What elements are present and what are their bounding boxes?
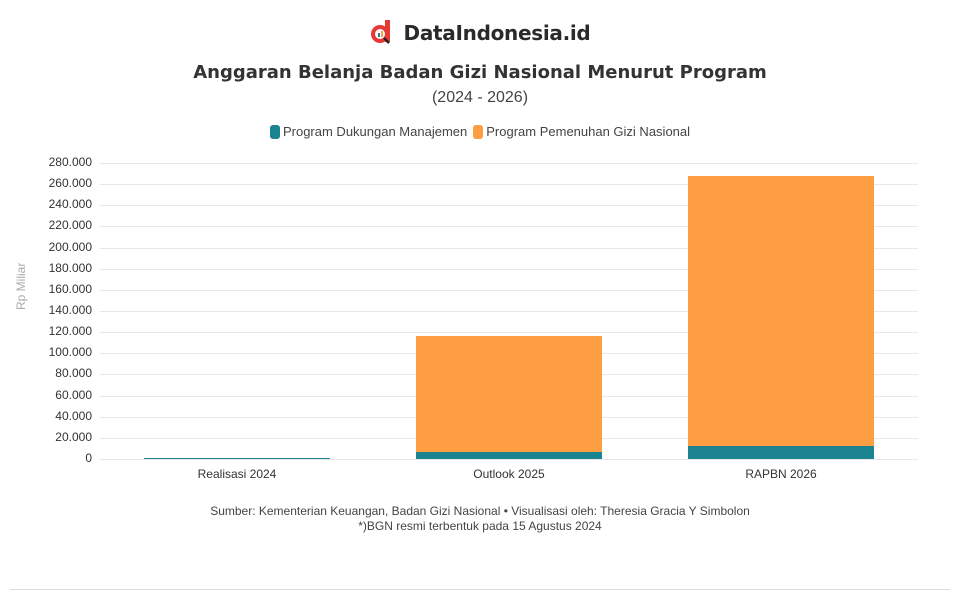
- bar-segment[interactable]: [688, 176, 874, 446]
- gridline: [100, 184, 918, 186]
- y-tick-label: 60.000: [55, 387, 92, 402]
- legend: Program Dukungan Manajemen Program Pemen…: [0, 124, 960, 139]
- source-note: Sumber: Kementerian Keuangan, Badan Gizi…: [210, 504, 750, 518]
- plot-area: 0 20.000 40.000 60.000 80.000 100.000 120.000 1…: [49, 155, 918, 465]
- x-tick-label: Outlook 2025: [473, 467, 545, 481]
- y-tick-label: 160.000: [48, 281, 92, 296]
- gridline: [100, 247, 918, 249]
- bar-segment[interactable]: [688, 446, 874, 459]
- gridline: [100, 459, 918, 460]
- y-tick-label: 120.000: [48, 324, 92, 339]
- bar-segment[interactable]: [144, 458, 330, 459]
- bar-rapbn-2026[interactable]: [688, 163, 874, 459]
- gridline: [100, 289, 918, 291]
- brand-name: DataIndonesia.id: [403, 21, 591, 45]
- y-tick-label: 220.000: [48, 218, 92, 233]
- x-tick-label: Realisasi 2024: [197, 467, 277, 481]
- y-tick-label: 40.000: [55, 408, 92, 423]
- y-tick-label: 280.000: [48, 155, 92, 169]
- y-tick-label: 200.000: [48, 239, 92, 254]
- legend-label: Program Pemenuhan Gizi Nasional: [486, 124, 691, 139]
- bar-outlook-2025[interactable]: [416, 163, 602, 459]
- x-tick-label: RAPBN 2026: [745, 467, 817, 481]
- divider: [10, 589, 950, 590]
- gridline: [100, 268, 918, 270]
- footer: Sumber: Kementerian Keuangan, Badan Gizi…: [0, 504, 960, 534]
- y-tick-label: 20.000: [55, 429, 92, 444]
- legend-item-pemenuhan[interactable]: Program Pemenuhan Gizi Nasional: [473, 124, 690, 139]
- dataindonesia-logo-icon: [370, 20, 394, 46]
- legend-swatch: [269, 124, 280, 139]
- bar-segment[interactable]: [416, 335, 602, 453]
- y-tick-label: 260.000: [48, 176, 92, 191]
- legend-label: Program Dukungan Manajemen: [282, 124, 468, 139]
- y-tick-label: 180.000: [48, 260, 92, 275]
- chart-title: Anggaran Belanja Badan Gizi Nasional Men…: [193, 62, 767, 83]
- legend-swatch: [473, 124, 484, 139]
- gridline: [100, 163, 918, 164]
- brand: DataIndonesia.id: [0, 20, 960, 46]
- y-tick-label: 140.000: [48, 303, 92, 317]
- bar-segment[interactable]: [416, 452, 602, 459]
- y-tick-label: 0: [85, 451, 92, 465]
- chart-subtitle: (2024 - 2026): [431, 89, 529, 106]
- y-tick-label: 240.000: [48, 197, 92, 212]
- gridline: [100, 205, 918, 207]
- legend-item-dukungan[interactable]: Program Dukungan Manajemen: [269, 124, 468, 139]
- gridline: [100, 332, 918, 334]
- y-tick-label: 100.000: [48, 345, 92, 360]
- y-axis-label: Rp Miliar: [14, 262, 28, 310]
- gridline: [100, 226, 918, 228]
- gridline: [100, 311, 918, 312]
- footnote: *)BGN resmi terbentuk pada 15 Agustus 20…: [358, 519, 602, 533]
- bar-realisasi-2024[interactable]: [144, 163, 330, 459]
- y-tick-label: 80.000: [55, 366, 92, 381]
